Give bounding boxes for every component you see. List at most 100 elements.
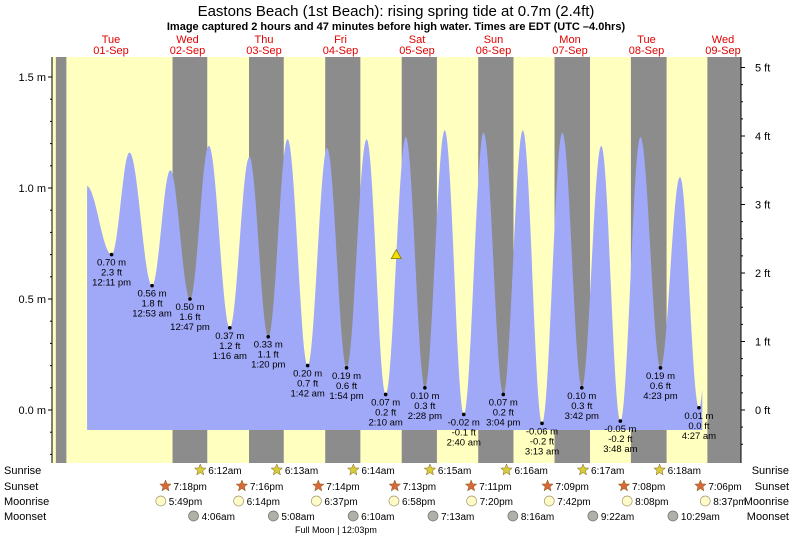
tide-extreme-point bbox=[383, 392, 388, 397]
tide-extreme-point bbox=[344, 366, 349, 370]
day-date-label: 07-Sep bbox=[552, 45, 587, 57]
day-date-label: 05-Sep bbox=[399, 45, 434, 57]
day-name-label: Sat bbox=[409, 34, 426, 46]
tide-extreme-point bbox=[188, 297, 192, 301]
sunset-star-icon bbox=[235, 479, 249, 492]
sunrise-time: 6:14am bbox=[361, 466, 394, 477]
day-date-label: 01-Sep bbox=[93, 45, 128, 57]
tide-height-m-label: 0.33 m bbox=[254, 340, 283, 351]
tide-height-ft-label: 1.1 ft bbox=[258, 350, 279, 361]
sunset-time: 7:09pm bbox=[556, 482, 589, 493]
tide-height-m-label: 0.70 m bbox=[97, 258, 126, 269]
moonrise-icon bbox=[699, 495, 711, 507]
moonset-time: 4:06am bbox=[202, 512, 235, 523]
moonset-time: 7:13am bbox=[441, 512, 474, 523]
tide-height-m-label: 0.56 m bbox=[138, 289, 167, 300]
left-tick-label: 0.0 m bbox=[18, 405, 46, 417]
tide-height-ft-label: 1.6 ft bbox=[179, 312, 200, 323]
moonrise-icon bbox=[155, 495, 167, 507]
moonrise-time: 5:49pm bbox=[169, 497, 202, 508]
tide-time-label: 2:40 am bbox=[447, 437, 481, 448]
tide-height-ft-label: 2.3 ft bbox=[101, 268, 122, 279]
sunset-time: 7:14pm bbox=[326, 482, 359, 493]
tide-height-ft-label: 0.2 ft bbox=[375, 407, 396, 418]
full-moon-label: Full Moon | 12:03pm bbox=[295, 525, 377, 535]
moonset-icon bbox=[188, 510, 199, 522]
chart-subtitle: Image captured 2 hours and 47 minutes be… bbox=[167, 21, 626, 33]
tide-time-label: 1:54 pm bbox=[329, 391, 363, 402]
tide-height-ft-label: 0.3 ft bbox=[571, 401, 592, 412]
moonrise-icon bbox=[466, 495, 477, 507]
tide-time-label: 12:47 pm bbox=[170, 322, 210, 333]
moonrise-time: 6:37pm bbox=[324, 497, 357, 508]
day-name-label: Wed bbox=[712, 34, 734, 46]
tide-height-m-label: 0.10 m bbox=[567, 391, 596, 402]
moonset-time: 5:08am bbox=[281, 512, 314, 523]
tide-time-label: 2:28 pm bbox=[408, 411, 442, 422]
sunset-star-icon bbox=[311, 479, 325, 492]
tide-height-ft-label: 0.6 ft bbox=[650, 381, 671, 392]
chart-title: Eastons Beach (1st Beach): rising spring… bbox=[198, 3, 595, 20]
day-name-label: Wed bbox=[176, 34, 198, 46]
row-label-right: Moonrise bbox=[744, 496, 789, 508]
tide-extreme-point bbox=[150, 283, 154, 288]
tide-height-ft-label: 1.2 ft bbox=[219, 341, 240, 352]
sunrise-star-icon bbox=[423, 463, 437, 476]
tide-height-ft-label: -0.1 ft bbox=[452, 427, 477, 438]
moonrise-time: 6:14pm bbox=[247, 497, 280, 508]
tide-height-m-label: 0.07 m bbox=[489, 397, 518, 408]
sunrise-star-icon bbox=[500, 463, 513, 476]
tide-extreme-point bbox=[423, 386, 427, 390]
sunset-star-icon bbox=[541, 479, 554, 492]
moonset-time: 10:29am bbox=[681, 512, 720, 523]
moonset-icon bbox=[507, 510, 519, 522]
tide-height-m-label: 0.19 m bbox=[646, 371, 675, 382]
moonrise-icon bbox=[311, 495, 322, 507]
right-tick-label: 2 ft bbox=[755, 268, 770, 280]
sunrise-star-icon bbox=[576, 463, 590, 476]
tide-height-m-label: 0.07 m bbox=[371, 397, 400, 408]
moonset-time: 9:22am bbox=[601, 512, 634, 523]
day-name-label: Tue bbox=[637, 34, 656, 46]
tide-height-ft-label: 0.3 ft bbox=[414, 401, 435, 412]
tide-time-label: 3:48 am bbox=[603, 444, 637, 455]
moonset-icon bbox=[587, 510, 599, 522]
tide-time-label: 1:42 am bbox=[291, 389, 325, 400]
tide-time-label: 3:13 am bbox=[525, 446, 559, 457]
sunrise-time: 6:17am bbox=[591, 466, 624, 477]
sunset-star-icon bbox=[694, 479, 707, 492]
right-tick-label: 1 ft bbox=[755, 337, 770, 349]
tide-time-label: 4:27 am bbox=[682, 431, 716, 442]
sunset-star-icon bbox=[617, 479, 631, 492]
day-name-label: Thu bbox=[255, 34, 274, 46]
night-band bbox=[707, 57, 741, 463]
current-tide-marker bbox=[390, 248, 402, 259]
sunrise-star-icon bbox=[347, 463, 360, 476]
tide-height-ft-label: 0.7 ft bbox=[297, 379, 318, 390]
tide-level-area bbox=[87, 130, 703, 430]
moonrise-time: 8:37pm bbox=[713, 497, 746, 508]
day-date-label: 03-Sep bbox=[246, 45, 281, 57]
moonrise-time: 7:20pm bbox=[480, 497, 513, 508]
sunset-time: 7:18pm bbox=[174, 482, 207, 493]
sunset-star-icon bbox=[464, 479, 478, 492]
moonset-icon bbox=[347, 510, 359, 522]
day-date-label: 02-Sep bbox=[170, 45, 205, 57]
sunrise-star-icon bbox=[653, 463, 666, 476]
right-tick-label: 4 ft bbox=[755, 131, 770, 143]
moonrise-icon bbox=[233, 495, 244, 507]
day-date-label: 04-Sep bbox=[323, 45, 358, 57]
sunrise-star-icon bbox=[270, 463, 284, 476]
tide-height-m-label: 0.50 m bbox=[175, 302, 204, 313]
tide-height-m-label: -0.02 m bbox=[448, 417, 480, 428]
moonset-icon bbox=[427, 510, 439, 522]
tide-height-m-label: -0.06 m bbox=[526, 426, 558, 437]
moonrise-icon bbox=[621, 495, 633, 507]
tide-height-m-label: -0.05 m bbox=[604, 424, 636, 435]
tide-extreme-point bbox=[697, 405, 701, 410]
tide-time-label: 12:53 am bbox=[132, 309, 172, 320]
tide-extreme-point bbox=[266, 334, 271, 339]
tide-extreme-point bbox=[109, 252, 114, 257]
